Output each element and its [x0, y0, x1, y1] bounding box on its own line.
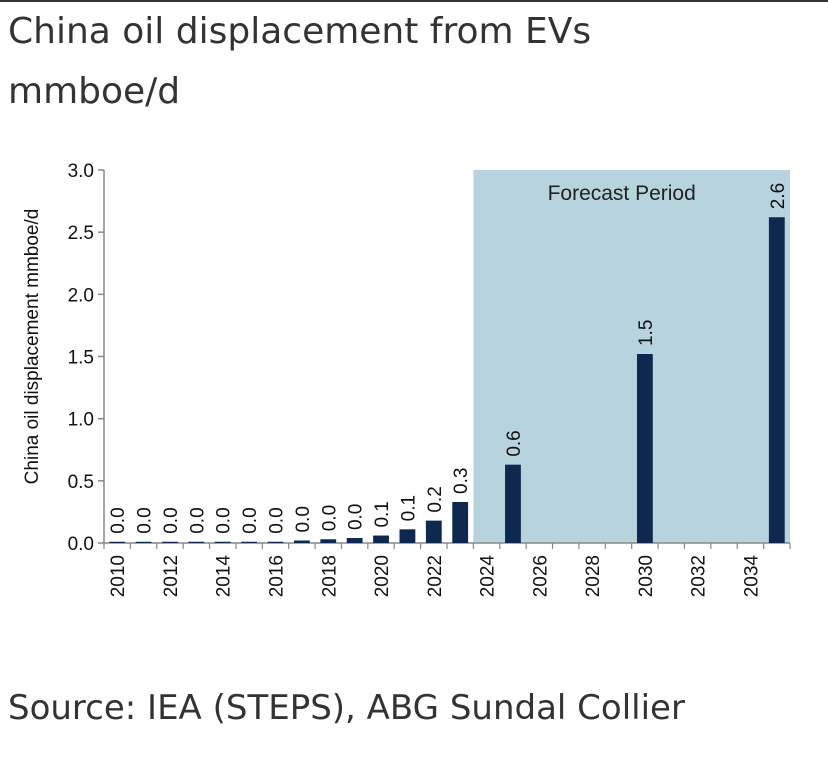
data-label: 0.0 — [187, 507, 208, 533]
bar — [162, 541, 178, 543]
x-tick-label: 2020 — [372, 555, 393, 597]
x-tick-label: 2016 — [267, 555, 288, 597]
data-label: 1.5 — [636, 320, 657, 346]
data-label: 0.6 — [504, 430, 525, 456]
bar — [320, 539, 337, 543]
bar — [636, 354, 653, 543]
y-tick-label: 0.0 — [68, 534, 94, 555]
bar — [399, 529, 416, 543]
y-tick-label: 0.5 — [68, 472, 94, 493]
x-tick-label: 2018 — [319, 555, 340, 597]
data-label: 0.1 — [372, 501, 393, 527]
title-line-2: mmboe/d — [8, 71, 181, 112]
data-label: 0.0 — [267, 507, 288, 533]
data-label: 2.6 — [768, 183, 789, 209]
x-tick-label: 2014 — [214, 555, 235, 598]
y-axis-title: China oil displacement mmboe/d — [22, 209, 43, 485]
y-tick-label: 1.0 — [68, 410, 94, 431]
data-label: 0.0 — [346, 504, 367, 530]
x-tick-label: 2026 — [530, 555, 551, 597]
chart-title: China oil displacement from EVs mmboe/d — [8, 2, 591, 122]
x-tick-label: 2022 — [425, 555, 446, 597]
x-tick-label: 2012 — [161, 555, 182, 597]
title-line-1: China oil displacement from EVs — [8, 11, 592, 52]
y-tick-label: 2.0 — [68, 285, 94, 306]
top-rule — [0, 0, 828, 2]
bar — [768, 217, 785, 543]
y-tick-label: 2.5 — [68, 223, 94, 244]
bar — [293, 540, 310, 543]
source-note: Source: IEA (STEPS), ABG Sundal Collier — [8, 688, 685, 728]
bar — [241, 541, 258, 543]
data-label: 0.2 — [425, 486, 446, 512]
bar — [135, 541, 152, 543]
x-tick-label: 2010 — [108, 555, 129, 597]
y-tick-label: 1.5 — [68, 348, 94, 369]
data-label: 0.0 — [214, 507, 235, 533]
bar — [267, 541, 284, 543]
data-label: 0.0 — [161, 507, 182, 533]
data-label: 0.0 — [108, 507, 129, 533]
data-label: 0.0 — [293, 506, 314, 532]
data-label: 0.0 — [135, 507, 156, 533]
bar — [452, 501, 469, 543]
bar-chart: Forecast Period 0.0 0.5 1.0 1.5 2.0 2.5 3.0 2010… — [22, 161, 791, 598]
x-tick-label: 2024 — [478, 555, 499, 598]
bar — [214, 541, 231, 543]
x-tick-label: 2032 — [689, 555, 710, 597]
x-tick-label: 2030 — [636, 555, 657, 597]
bar — [425, 520, 442, 543]
bar — [505, 464, 521, 543]
bar — [109, 541, 126, 543]
bar — [373, 535, 389, 543]
data-label: 0.0 — [240, 507, 261, 533]
data-label: 0.3 — [451, 468, 472, 494]
y-tick-label: 3.0 — [68, 161, 94, 182]
bar — [346, 538, 363, 543]
forecast-region — [473, 170, 790, 543]
x-tick-label: 2034 — [741, 555, 762, 598]
data-label: 0.1 — [398, 495, 419, 521]
data-label: 0.0 — [319, 505, 340, 531]
x-tick-label: 2028 — [583, 555, 604, 597]
bar — [188, 541, 205, 543]
forecast-label: Forecast Period — [548, 182, 696, 205]
